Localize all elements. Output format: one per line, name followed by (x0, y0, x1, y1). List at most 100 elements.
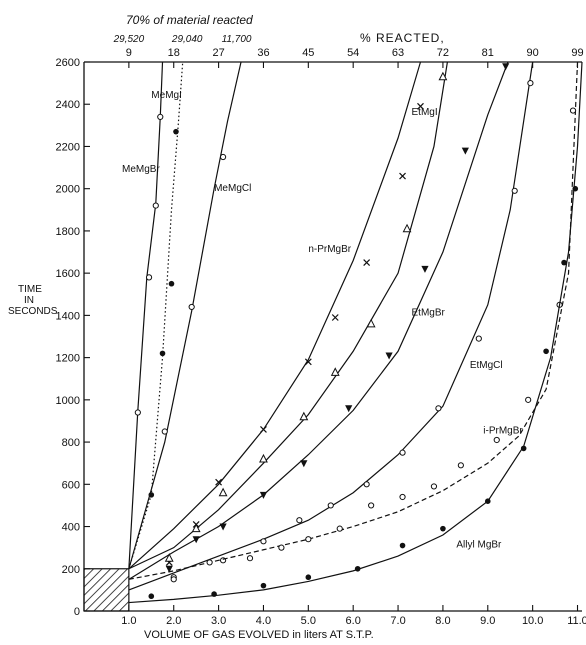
data-point (259, 453, 268, 463)
y-tick-label: 1800 (56, 226, 80, 238)
top-tick-label: 72 (437, 47, 449, 59)
x-tick-label: 11.0 (567, 615, 586, 627)
top-tick-label: 27 (212, 47, 224, 59)
y-axis-title-line2: IN (24, 295, 34, 306)
data-point (260, 425, 267, 433)
data-point (399, 172, 406, 180)
data-point (572, 185, 579, 192)
data-point (402, 223, 412, 233)
data-point (569, 107, 577, 114)
data-point (211, 591, 217, 597)
series-line (128, 61, 448, 570)
data-point (336, 525, 343, 532)
x-tick-label: 4.0 (256, 615, 271, 627)
series-line (128, 61, 509, 580)
data-point (399, 542, 406, 549)
data-point (438, 71, 448, 81)
series-line (128, 61, 534, 591)
series-line (128, 61, 184, 569)
data-point (260, 582, 267, 589)
data-point (417, 102, 424, 110)
data-point (134, 409, 141, 416)
top-tick-label: 36 (257, 47, 269, 59)
y-tick-label: 2000 (56, 184, 80, 196)
data-point (368, 502, 375, 509)
data-point (219, 523, 227, 531)
top-axis-title: % REACTED, (360, 31, 445, 45)
data-point (173, 128, 179, 135)
data-point (363, 259, 371, 267)
data-point (430, 483, 438, 490)
data-point (305, 574, 312, 581)
data-point (300, 460, 308, 468)
y-tick-label: 1200 (56, 353, 80, 365)
data-point (511, 187, 518, 194)
y-axis-title-line3: SECONDS (8, 306, 58, 317)
y-tick-label: 1400 (56, 310, 80, 322)
data-point (299, 411, 309, 421)
data-point (475, 335, 482, 342)
y-tick-label: 200 (62, 564, 80, 576)
data-point (296, 517, 303, 524)
data-point (260, 538, 267, 545)
series-label: MeMgCl (214, 183, 251, 194)
data-point (206, 559, 213, 566)
data-point (385, 352, 393, 360)
data-point (259, 491, 268, 499)
data-point (457, 462, 464, 469)
data-point (152, 202, 159, 209)
series-label: MeMgI (151, 90, 182, 101)
series-line (128, 61, 579, 580)
y-tick-label: 2400 (56, 99, 80, 111)
top-annotation-label: 29,520 (113, 34, 145, 45)
series-label: EtMgCl (470, 360, 503, 371)
top-tick-label: 81 (482, 47, 494, 59)
data-point (525, 396, 532, 403)
series-label: Allyl MgBr (456, 540, 502, 551)
data-point (161, 428, 168, 435)
data-point (188, 303, 195, 311)
data-point (330, 367, 340, 376)
y-tick-label: 400 (62, 522, 80, 534)
y-tick-label: 600 (62, 479, 80, 491)
data-point (219, 153, 227, 161)
x-tick-label: 6.0 (346, 615, 361, 627)
top-tick-label: 99 (571, 47, 583, 59)
data-point (366, 318, 376, 328)
plot-area: 0 200 400 600 800 1000 1200 1400 1600 1800 2000 220… (56, 34, 586, 627)
data-point (502, 63, 510, 71)
data-point (215, 478, 223, 486)
series-line (128, 61, 242, 569)
data-point (168, 280, 175, 287)
data-point (164, 553, 174, 562)
data-point (543, 348, 549, 355)
data-point (520, 445, 527, 452)
y-axis-title-line1: TIME (18, 284, 42, 295)
data-point (191, 523, 201, 533)
series-line (128, 61, 583, 604)
data-point (527, 80, 534, 87)
data-point (170, 576, 177, 583)
data-point (493, 436, 500, 444)
x-tick-label: 8.0 (435, 615, 450, 627)
data-point (145, 274, 153, 281)
series-line (128, 61, 164, 569)
data-point (305, 536, 312, 543)
hatched-inset-box (83, 568, 130, 612)
series-label: n-PrMgBr (308, 244, 351, 255)
series-label: EtMgBr (412, 307, 446, 318)
data-point (192, 536, 200, 544)
series-label: EtMgI (412, 107, 438, 118)
data-point (278, 544, 285, 551)
top-tick-label: 90 (527, 47, 539, 59)
y-tick-label: 800 (62, 437, 80, 449)
y-tick-label: 1000 (56, 395, 80, 407)
x-tick-label: 1.0 (121, 615, 136, 627)
top-annotation-label: 29,040 (171, 34, 203, 45)
x-tick-label: 10.0 (522, 615, 543, 627)
top-tick-label: 18 (168, 47, 180, 59)
series-label: MeMgBr (122, 164, 160, 175)
top-tick-label: 45 (302, 47, 314, 59)
x-tick-label: 9.0 (480, 615, 495, 627)
data-point (484, 498, 491, 505)
